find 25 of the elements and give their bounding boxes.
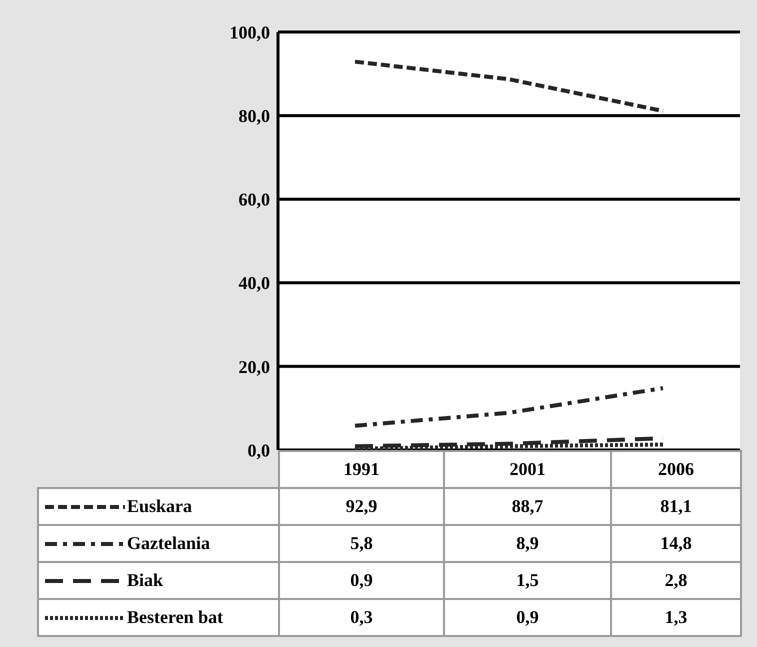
y-tick-label: 0,0 [248,440,270,460]
data-label: 1,3 [611,599,741,636]
data-label: 1,5 [444,562,611,599]
y-tick-label: 100,0 [230,22,270,42]
x-tick-label: 1991 [279,451,444,488]
data-label: 8,9 [444,525,611,562]
y-tick-label: 40,0 [238,273,270,294]
legend-label: Biak [127,570,164,592]
data-label: 88,7 [444,488,611,525]
data-label: 14,8 [611,525,741,562]
data-label: 92,9 [279,488,444,525]
y-tick-label: 60,0 [238,190,270,210]
y-tick-label: 80,0 [238,106,270,126]
data-label: 81,1 [611,488,741,525]
x-tick-label: 2001 [444,451,611,488]
data-label: 0,3 [279,599,444,636]
legend-label: Gaztelania [127,533,210,554]
y-tick-label: 20,0 [238,356,270,377]
data-label: 2,8 [611,562,741,599]
data-label: 0,9 [279,562,444,599]
data-label: 0,9 [444,599,611,636]
data-label: 5,8 [279,525,444,562]
legend-label: Euskara [127,496,192,518]
legend-label: Besteren bat [127,607,224,628]
x-tick-label: 2006 [611,451,741,488]
